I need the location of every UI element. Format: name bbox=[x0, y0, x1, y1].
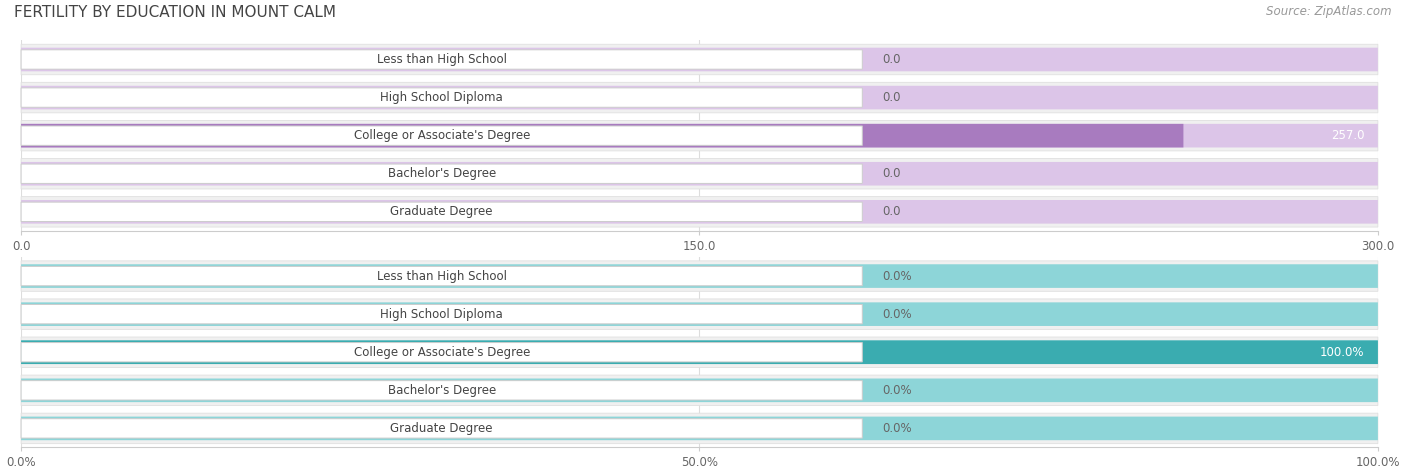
Text: Bachelor's Degree: Bachelor's Degree bbox=[388, 167, 496, 180]
Text: Bachelor's Degree: Bachelor's Degree bbox=[388, 384, 496, 397]
Text: Source: ZipAtlas.com: Source: ZipAtlas.com bbox=[1267, 5, 1392, 18]
FancyBboxPatch shape bbox=[21, 416, 1378, 440]
FancyBboxPatch shape bbox=[21, 305, 862, 324]
FancyBboxPatch shape bbox=[21, 340, 1378, 364]
FancyBboxPatch shape bbox=[21, 48, 1378, 71]
FancyBboxPatch shape bbox=[21, 159, 1378, 189]
FancyBboxPatch shape bbox=[21, 82, 1378, 113]
FancyBboxPatch shape bbox=[21, 413, 1378, 444]
Text: 0.0: 0.0 bbox=[883, 53, 901, 66]
Text: Graduate Degree: Graduate Degree bbox=[391, 205, 494, 218]
FancyBboxPatch shape bbox=[21, 50, 862, 69]
Text: Graduate Degree: Graduate Degree bbox=[391, 422, 494, 435]
Text: 0.0%: 0.0% bbox=[883, 422, 912, 435]
FancyBboxPatch shape bbox=[21, 375, 1378, 406]
Text: 0.0: 0.0 bbox=[883, 205, 901, 218]
Text: 0.0%: 0.0% bbox=[883, 269, 912, 283]
FancyBboxPatch shape bbox=[21, 124, 1378, 148]
FancyBboxPatch shape bbox=[21, 197, 1378, 227]
FancyBboxPatch shape bbox=[21, 164, 862, 183]
FancyBboxPatch shape bbox=[21, 200, 1378, 224]
Text: High School Diploma: High School Diploma bbox=[380, 307, 503, 321]
FancyBboxPatch shape bbox=[21, 261, 1378, 291]
FancyBboxPatch shape bbox=[21, 337, 1378, 367]
FancyBboxPatch shape bbox=[21, 162, 1378, 186]
FancyBboxPatch shape bbox=[21, 378, 1378, 402]
FancyBboxPatch shape bbox=[21, 264, 1378, 288]
Text: College or Associate's Degree: College or Associate's Degree bbox=[353, 346, 530, 359]
FancyBboxPatch shape bbox=[21, 343, 862, 362]
FancyBboxPatch shape bbox=[21, 340, 1378, 364]
FancyBboxPatch shape bbox=[21, 126, 862, 145]
Text: High School Diploma: High School Diploma bbox=[380, 91, 503, 104]
Text: College or Associate's Degree: College or Associate's Degree bbox=[353, 129, 530, 142]
Text: 0.0%: 0.0% bbox=[883, 384, 912, 397]
FancyBboxPatch shape bbox=[21, 267, 862, 286]
Text: 100.0%: 100.0% bbox=[1320, 346, 1364, 359]
FancyBboxPatch shape bbox=[21, 302, 1378, 326]
FancyBboxPatch shape bbox=[21, 86, 1378, 109]
Text: FERTILITY BY EDUCATION IN MOUNT CALM: FERTILITY BY EDUCATION IN MOUNT CALM bbox=[14, 5, 336, 20]
FancyBboxPatch shape bbox=[21, 124, 1184, 148]
FancyBboxPatch shape bbox=[21, 381, 862, 400]
FancyBboxPatch shape bbox=[21, 88, 862, 107]
Text: 257.0: 257.0 bbox=[1331, 129, 1364, 142]
FancyBboxPatch shape bbox=[21, 44, 1378, 75]
Text: 0.0%: 0.0% bbox=[883, 307, 912, 321]
FancyBboxPatch shape bbox=[21, 419, 862, 438]
Text: Less than High School: Less than High School bbox=[377, 53, 506, 66]
FancyBboxPatch shape bbox=[21, 202, 862, 221]
FancyBboxPatch shape bbox=[21, 299, 1378, 329]
Text: 0.0: 0.0 bbox=[883, 91, 901, 104]
Text: Less than High School: Less than High School bbox=[377, 269, 506, 283]
Text: 0.0: 0.0 bbox=[883, 167, 901, 180]
FancyBboxPatch shape bbox=[21, 120, 1378, 151]
